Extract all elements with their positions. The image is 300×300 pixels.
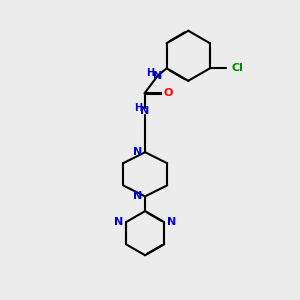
Text: N: N [140, 106, 150, 116]
Text: H: H [146, 68, 154, 78]
Text: N: N [114, 217, 123, 227]
Text: N: N [167, 217, 176, 227]
Text: N: N [153, 71, 162, 81]
Text: H: H [135, 103, 143, 113]
Text: N: N [133, 147, 142, 157]
Text: O: O [164, 88, 173, 98]
Text: N: N [133, 191, 142, 201]
Text: Cl: Cl [231, 63, 243, 73]
